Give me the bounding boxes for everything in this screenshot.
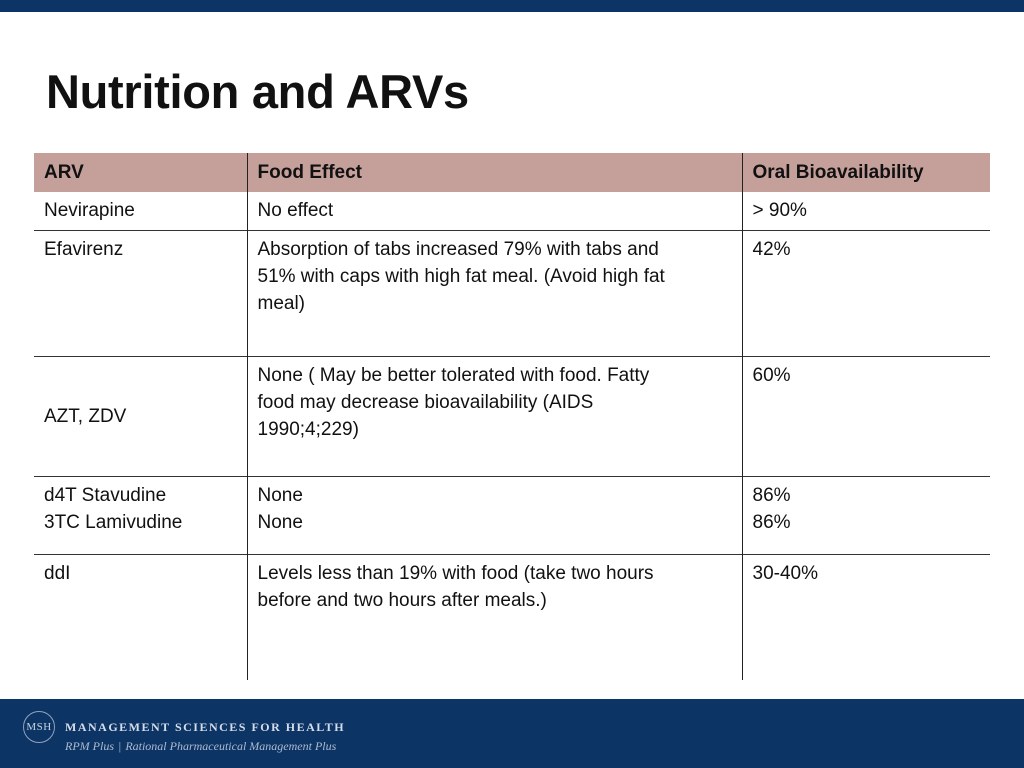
cell-bioavailability: 86% 86% xyxy=(741,476,990,555)
cell-text: 30-40% xyxy=(752,563,819,584)
cell-text: Levels less than 19% with food (take two… xyxy=(257,563,654,584)
cell-food-effect: None ( May be better tolerated with food… xyxy=(246,356,742,477)
cell-bioavailability: 30-40% xyxy=(741,554,990,680)
cell-text: Nevirapine xyxy=(44,200,135,221)
cell-text: meal) xyxy=(257,293,306,314)
cell-text: > 90% xyxy=(752,200,807,221)
cell-arv: AZT, ZDV xyxy=(34,357,247,477)
cell-food-effect: Levels less than 19% with food (take two… xyxy=(246,554,742,680)
cell-text: 3TC Lamivudine xyxy=(44,512,183,533)
top-accent-bar xyxy=(0,0,1024,12)
cell-text: ddI xyxy=(44,563,71,584)
cell-text: None xyxy=(257,512,303,533)
cell-text: 42% xyxy=(752,239,791,260)
cell-text: None ( May be better tolerated with food… xyxy=(257,365,650,386)
cell-bioavailability: 42% xyxy=(741,230,990,357)
cell-food-effect: Absorption of tabs increased 79% with ta… xyxy=(246,230,742,357)
cell-text: 60% xyxy=(752,365,791,386)
cell-bioavailability: 60% xyxy=(741,356,990,477)
program-short: RPM Plus xyxy=(65,739,114,753)
cell-text: 86% xyxy=(752,512,791,533)
table-header-row: ARV Food Effect Oral Bioavailability xyxy=(34,153,990,192)
header-food-effect: Food Effect xyxy=(246,153,742,192)
table-row: ddI Levels less than 19% with food (take… xyxy=(34,554,990,681)
cell-text: 86% xyxy=(752,485,791,506)
cell-text: AZT, ZDV xyxy=(44,406,127,427)
table-row: AZT, ZDV None ( May be better tolerated … xyxy=(34,356,990,477)
cell-text: Efavirenz xyxy=(44,239,124,260)
program-name: RPM Plus | Rational Pharmaceutical Managem… xyxy=(65,739,336,754)
cell-arv: d4T Stavudine 3TC Lamivudine xyxy=(34,477,247,555)
cell-arv: Efavirenz xyxy=(34,231,247,357)
table-row: Nevirapine No effect > 90% xyxy=(34,192,990,231)
cell-arv: Nevirapine xyxy=(34,192,247,231)
slide-title: Nutrition and ARVs xyxy=(46,65,469,118)
cell-food-effect: No effect xyxy=(246,192,742,231)
cell-arv: ddI xyxy=(34,555,247,681)
cell-text: Absorption of tabs increased 79% with ta… xyxy=(257,239,659,260)
header-oral-bioavailability: Oral Bioavailability xyxy=(741,153,990,192)
cell-text: 1990;4;229) xyxy=(257,419,359,440)
organization-name: Management Sciences for Health xyxy=(65,720,346,734)
header-arv: ARV xyxy=(34,153,247,192)
cell-text: 51% with caps with high fat meal. (Avoid… xyxy=(257,266,665,287)
cell-food-effect: None None xyxy=(246,476,742,555)
cell-bioavailability: > 90% xyxy=(741,192,990,231)
msh-logo: MSH xyxy=(23,711,55,743)
program-full: Rational Pharmaceutical Management Plus xyxy=(125,739,337,753)
cell-text: None xyxy=(257,485,303,506)
table-row: Efavirenz Absorption of tabs increased 7… xyxy=(34,230,990,357)
cell-text: food may decrease bioavailability (AIDS xyxy=(257,392,594,413)
program-separator: | xyxy=(118,739,122,753)
footer-bar: MSH Management Sciences for Health RPM P… xyxy=(0,699,1024,768)
cell-text: before and two hours after meals.) xyxy=(257,590,547,611)
cell-text: d4T Stavudine xyxy=(44,485,167,506)
cell-text: No effect xyxy=(257,200,334,221)
table-row: d4T Stavudine 3TC Lamivudine None None 8… xyxy=(34,476,990,555)
arv-table: ARV Food Effect Oral Bioavailability Nev… xyxy=(34,153,990,680)
